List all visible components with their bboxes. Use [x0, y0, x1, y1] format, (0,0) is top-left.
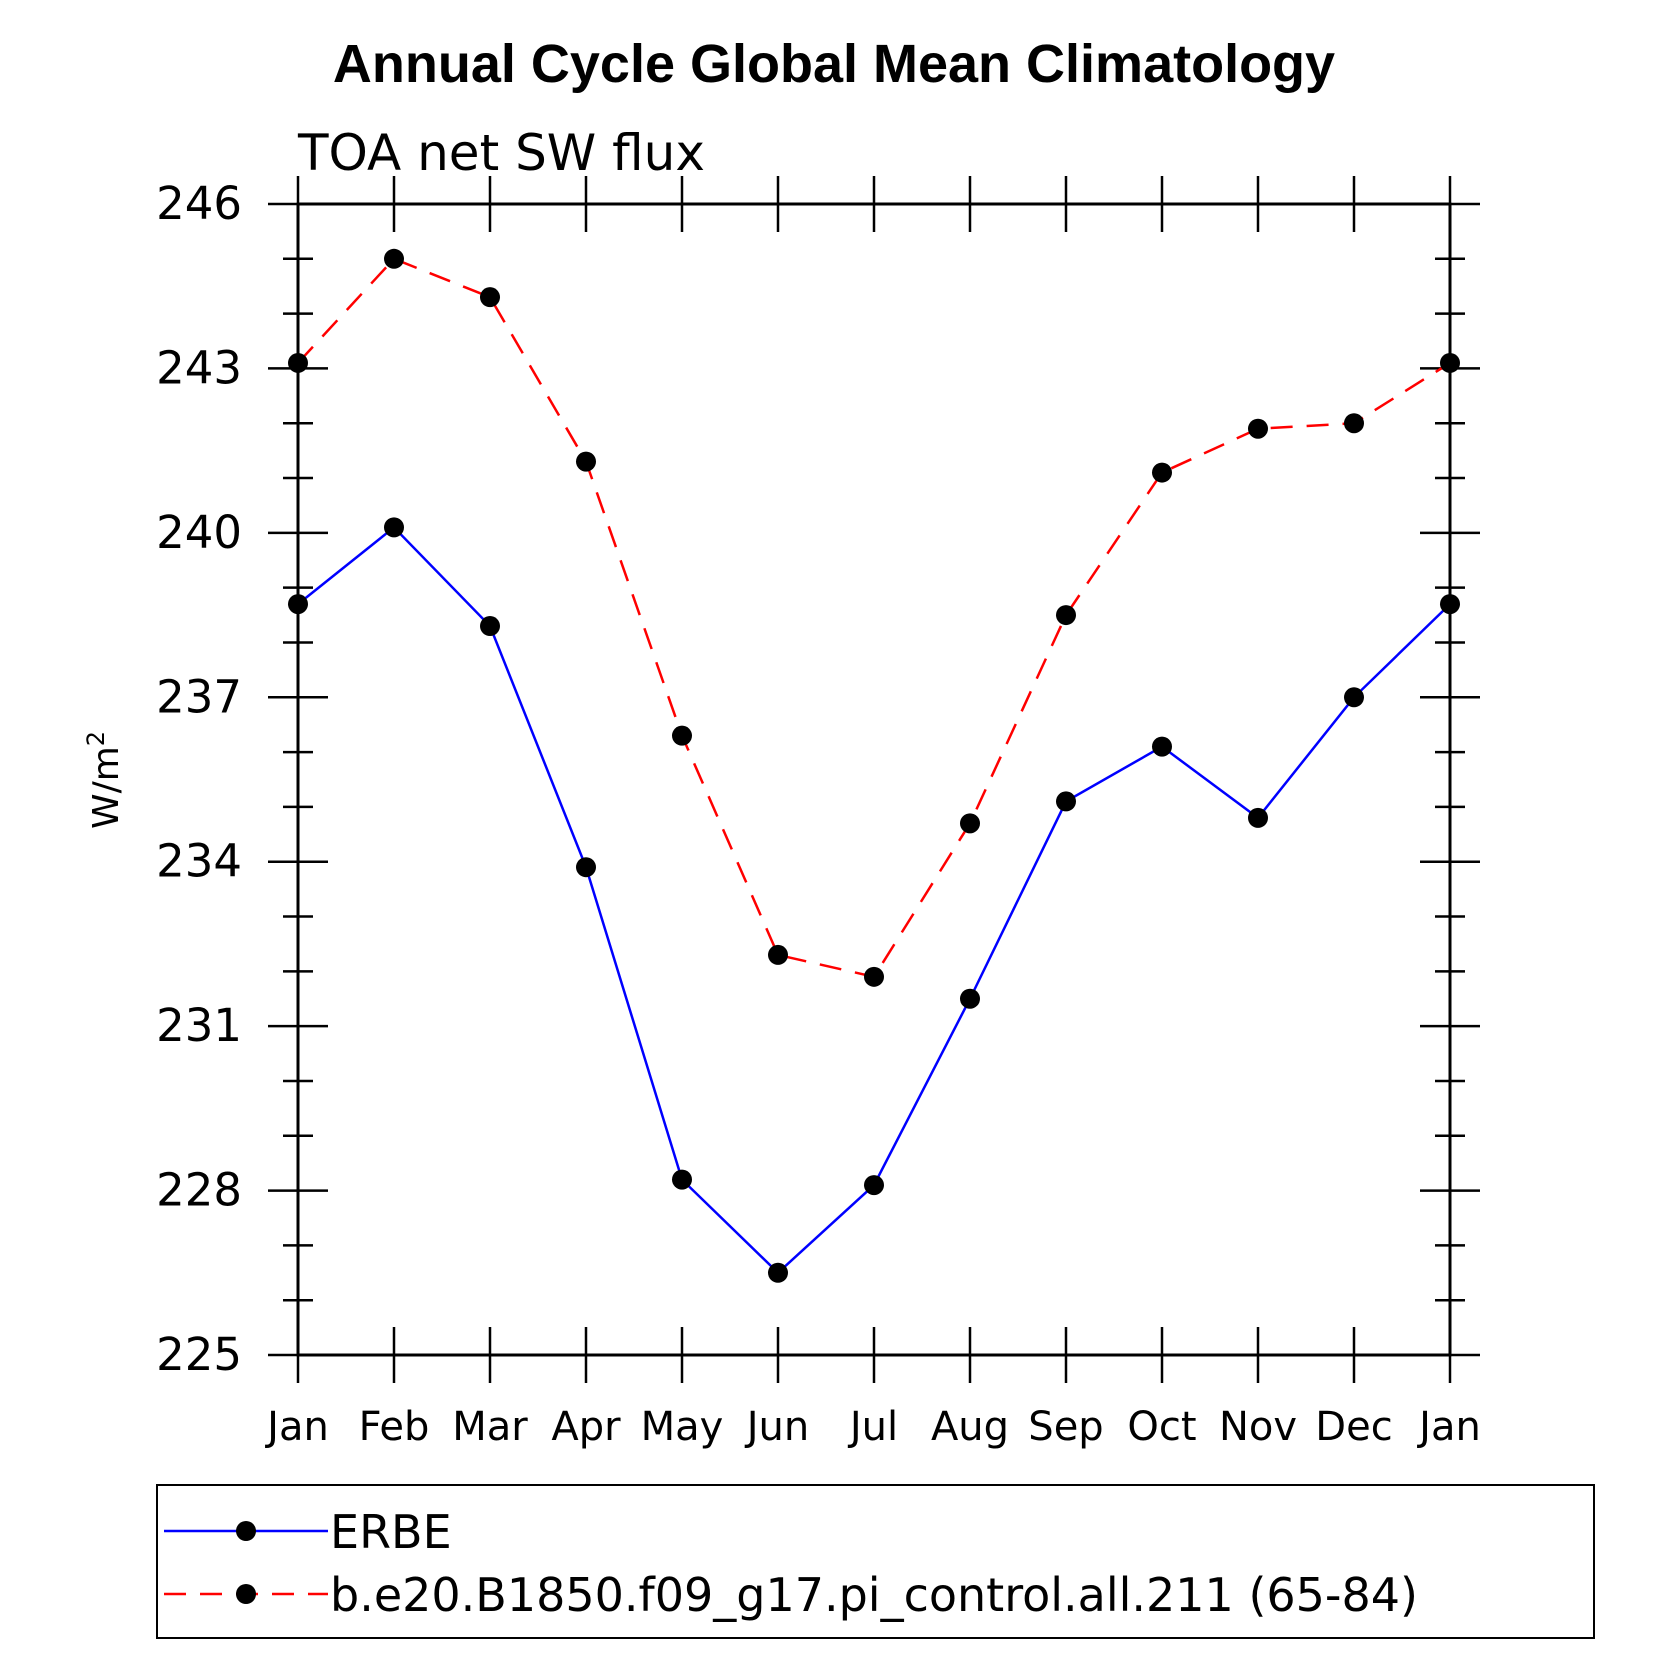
data-point-series-1	[1056, 605, 1076, 626]
x-tick-label: Nov	[1219, 1404, 1297, 1450]
data-point-series-1	[1344, 413, 1364, 434]
data-point-series-1	[1152, 462, 1172, 483]
x-tick-label: Aug	[931, 1404, 1009, 1450]
data-point-series-0	[480, 616, 500, 637]
y-axis-label-text: W/m2	[82, 731, 127, 829]
x-tick-label: Apr	[551, 1404, 621, 1450]
data-point-series-0	[1344, 687, 1364, 708]
legend-label-1: b.e20.B1850.f09_g17.pi_control.all.211 (…	[330, 1568, 1418, 1622]
y-tick-label: 243	[156, 341, 242, 394]
data-point-series-1	[576, 451, 596, 472]
data-point-series-1	[480, 287, 500, 308]
y-tick-label: 234	[156, 835, 242, 888]
data-point-series-0	[864, 1175, 884, 1196]
y-axis-label: W/m2	[82, 731, 127, 829]
data-point-series-1	[768, 944, 788, 965]
series-layer	[288, 248, 1460, 1283]
y-tick-label: 237	[156, 670, 242, 723]
legend-marker-1	[236, 1584, 256, 1604]
y-axis-label-superscript: 2	[82, 731, 110, 746]
data-point-series-1	[672, 725, 692, 746]
y-tick-label: 246	[156, 177, 242, 230]
y-tick-label: 228	[156, 1164, 242, 1217]
y-tick-label: 225	[156, 1328, 242, 1381]
data-point-series-1	[384, 248, 404, 269]
series-line-1	[297, 257, 1451, 979]
data-point-series-1	[1440, 352, 1460, 373]
y-tick-label: 240	[156, 506, 242, 559]
data-point-series-0	[768, 1262, 788, 1283]
x-tick-label: Oct	[1127, 1404, 1196, 1450]
data-point-series-0	[1440, 594, 1460, 615]
chart-subtitle: TOA net SW flux	[297, 124, 705, 182]
legend: ERBE b.e20.B1850.f09_g17.pi_control.all.2…	[156, 1484, 1595, 1639]
data-point-series-0	[1152, 736, 1172, 757]
legend-label-0: ERBE	[330, 1505, 452, 1559]
data-point-series-0	[384, 517, 404, 538]
data-point-series-0	[672, 1169, 692, 1190]
x-tick-label: Dec	[1315, 1404, 1392, 1450]
data-point-series-0	[288, 594, 308, 615]
legend-marker-0	[236, 1521, 256, 1541]
data-point-series-0	[1248, 807, 1268, 828]
x-tick-label: Jan	[1416, 1404, 1481, 1450]
x-tick-label: Jul	[847, 1404, 898, 1450]
legend-box	[156, 1484, 1595, 1639]
x-tick-label: Jun	[744, 1404, 810, 1450]
data-point-series-1	[864, 966, 884, 987]
x-tick-label: Feb	[359, 1404, 430, 1450]
data-point-series-0	[1056, 791, 1076, 812]
data-point-series-0	[960, 988, 980, 1009]
data-point-series-1	[960, 813, 980, 834]
data-point-series-0	[576, 857, 596, 878]
x-tick-label: Jan	[264, 1404, 329, 1450]
data-point-series-1	[1248, 418, 1268, 439]
x-tick-label: Mar	[452, 1404, 528, 1450]
data-point-series-1	[288, 352, 308, 373]
chart-title: Annual Cycle Global Mean Climatology	[333, 34, 1335, 94]
y-tick-label: 231	[156, 999, 242, 1052]
x-tick-label: May	[641, 1404, 724, 1450]
series-line-0	[297, 525, 1451, 1275]
x-tick-label: Sep	[1028, 1404, 1103, 1450]
y-axis-label-base: W/m	[86, 746, 127, 829]
plot-axes: 225 228 231 234 237 240 243 246 Jan Feb Mar Apr May J…	[156, 176, 1481, 1450]
